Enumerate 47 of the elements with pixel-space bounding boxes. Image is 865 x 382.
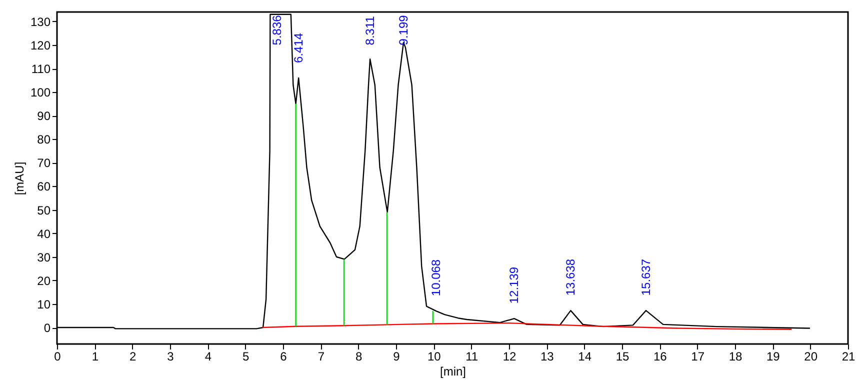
annotation: 5.836 (270, 14, 284, 46)
x-tick-label: 18 (728, 350, 742, 364)
y-tick-label: 0 (44, 321, 51, 336)
y-tick-label: 90 (37, 109, 51, 124)
x-tick-label: 10 (427, 350, 442, 364)
x-tick-label: 2 (129, 350, 136, 364)
x-tick-label: 7 (318, 350, 325, 364)
y-tick-label: 80 (37, 132, 51, 147)
x-tick-label: 4 (204, 350, 212, 364)
x-tick-label: 20 (804, 350, 818, 364)
annotation: 10.068 (429, 259, 444, 296)
y-tick-label: 120 (30, 38, 51, 52)
y-tick-label: 20 (37, 274, 51, 288)
x-tick-label: 13 (540, 350, 554, 364)
annotation: 8.311 (363, 16, 378, 46)
x-tick-label: 17 (691, 350, 705, 364)
x-tick-label: 21 (842, 350, 856, 364)
x-axis-title: [min] (440, 364, 466, 378)
x-tick-label: 1 (92, 350, 99, 364)
x-tick-label: 14 (578, 350, 592, 364)
annotation: 12.139 (507, 266, 522, 304)
x-tick-label: 8 (355, 350, 362, 364)
annotation: 13.638 (564, 258, 578, 296)
x-tick-label: 9 (393, 350, 400, 364)
x-tick-label: 11 (466, 350, 478, 364)
y-tick-label: 50 (37, 203, 51, 218)
annotation: 6.414 (292, 32, 306, 63)
x-tick-label: 6 (280, 350, 288, 364)
x-tick-label: 0 (54, 350, 62, 364)
line-series (262, 322, 792, 330)
y-tick-label: 10 (37, 297, 51, 312)
y-axis-title: [mAU] (12, 162, 26, 196)
y-tick-label: 70 (37, 156, 51, 170)
y-tick-label: 100 (30, 86, 51, 100)
y-tick-label: 30 (37, 250, 51, 264)
x-tick-label: 12 (502, 350, 516, 364)
annotation: 9.199 (396, 14, 410, 46)
y-tick-label: 60 (37, 180, 51, 194)
x-tick-label: 15 (616, 350, 630, 364)
x-tick-label: 5 (242, 350, 250, 364)
x-tick-label: 3 (167, 350, 174, 364)
y-tick-label: 110 (31, 62, 51, 76)
x-tick-label: 19 (766, 350, 780, 364)
annotation: 15.637 (638, 258, 653, 296)
x-tick-label: 16 (653, 350, 668, 364)
y-tick-label: 130 (30, 14, 51, 29)
y-tick-label: 40 (37, 226, 51, 241)
